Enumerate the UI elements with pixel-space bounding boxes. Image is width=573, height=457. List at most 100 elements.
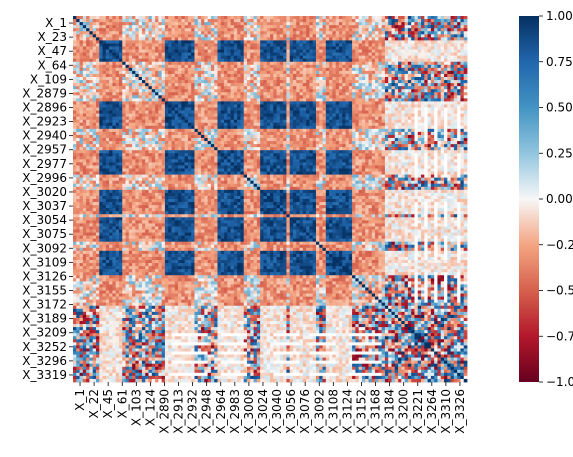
heatmap-cell (292, 52, 297, 57)
heatmap-cell (437, 31, 442, 35)
heatmap-cell (289, 43, 294, 47)
heatmap-cell (325, 43, 330, 47)
heatmap-cell (388, 131, 392, 136)
heatmap-cell (309, 125, 314, 130)
heatmap-cell (201, 70, 205, 75)
heatmap-cell (325, 138, 330, 142)
heatmap-cell (112, 110, 117, 114)
heatmap-cell (325, 31, 330, 35)
heatmap-cell (427, 73, 432, 78)
heatmap-cell (421, 101, 425, 105)
heatmap-cell (128, 83, 133, 87)
heatmap-cell (368, 134, 373, 139)
heatmap-cell (210, 37, 215, 41)
heatmap-cell (427, 67, 432, 72)
heatmap-cell (210, 22, 215, 26)
heatmap-cell (276, 31, 281, 35)
heatmap-cell (181, 104, 186, 108)
heatmap-cell (444, 86, 448, 90)
heatmap-cell (417, 46, 422, 50)
heatmap-cell (273, 131, 277, 136)
heatmap-cell (197, 49, 202, 53)
heatmap-cell (279, 104, 284, 108)
heatmap-cell (447, 95, 451, 99)
heatmap-cell (378, 40, 383, 44)
heatmap-cell (286, 92, 291, 96)
heatmap-cell (319, 73, 323, 78)
heatmap-cell (266, 25, 271, 29)
heatmap-cell (361, 52, 366, 57)
heatmap-cell (247, 40, 251, 44)
heatmap-cell (204, 110, 209, 114)
heatmap-cell (352, 83, 356, 87)
heatmap-cell (421, 89, 425, 93)
heatmap-cell (299, 46, 304, 50)
heatmap-cell (302, 89, 307, 93)
heatmap-cell (164, 131, 169, 136)
heatmap-cell (388, 101, 392, 105)
heatmap-cell (319, 104, 323, 108)
heatmap-cell (181, 40, 186, 44)
heatmap-cell (164, 25, 169, 29)
heatmap-cell (141, 46, 146, 50)
heatmap-cell (227, 43, 231, 47)
heatmap-cell (122, 125, 126, 130)
heatmap-cell (319, 113, 323, 118)
heatmap-cell (437, 52, 442, 57)
heatmap-cell (86, 128, 90, 133)
heatmap-cell (243, 64, 248, 69)
heatmap-cell (338, 107, 343, 111)
heatmap-cell (102, 64, 107, 69)
heatmap-cell (427, 131, 432, 136)
heatmap-cell (450, 19, 455, 23)
heatmap-cell (92, 116, 97, 121)
heatmap-cell (306, 86, 310, 90)
heatmap-cell (73, 119, 77, 124)
heatmap-cell (309, 92, 314, 96)
heatmap-cell (158, 37, 163, 41)
heatmap-cell (187, 104, 192, 108)
heatmap-cell (365, 107, 369, 111)
heatmap-cell (194, 49, 199, 53)
heatmap-cell (292, 49, 297, 53)
heatmap-cell (447, 92, 451, 96)
heatmap-cell (365, 116, 369, 121)
heatmap-cell (440, 58, 445, 63)
heatmap-cell (76, 61, 80, 66)
heatmap-cell (289, 125, 294, 130)
heatmap-cell (427, 46, 432, 50)
heatmap-cell (76, 37, 80, 41)
heatmap-cell (424, 31, 428, 35)
heatmap-cell (378, 46, 383, 50)
heatmap-cell (361, 37, 366, 41)
heatmap-cell (263, 138, 268, 142)
heatmap-cell (148, 89, 153, 93)
heatmap-cell (178, 37, 182, 41)
heatmap-cell (201, 61, 205, 66)
heatmap-cell (447, 122, 451, 127)
heatmap-cell (371, 28, 376, 32)
heatmap-cell (250, 31, 254, 35)
heatmap-cell (299, 16, 304, 20)
heatmap-cell (237, 55, 241, 60)
heatmap-cell (398, 138, 402, 142)
heatmap-cell (306, 49, 310, 53)
heatmap-cell (82, 104, 87, 108)
heatmap-cell (463, 46, 468, 50)
heatmap-cell (224, 49, 228, 53)
heatmap-cell (263, 89, 268, 93)
heatmap-cell (270, 52, 274, 57)
heatmap-cell (128, 22, 133, 26)
heatmap-cell (227, 55, 231, 60)
heatmap-cell (352, 110, 356, 114)
heatmap-cell (92, 138, 97, 142)
heatmap-cell (361, 73, 366, 78)
heatmap-cell (342, 119, 346, 124)
heatmap-cell (122, 46, 126, 50)
heatmap-cell (355, 28, 360, 32)
heatmap-cell (237, 119, 241, 124)
heatmap-cell (79, 58, 84, 63)
heatmap-cell (253, 113, 258, 118)
heatmap-cell (460, 19, 465, 23)
heatmap-cell (191, 70, 195, 75)
